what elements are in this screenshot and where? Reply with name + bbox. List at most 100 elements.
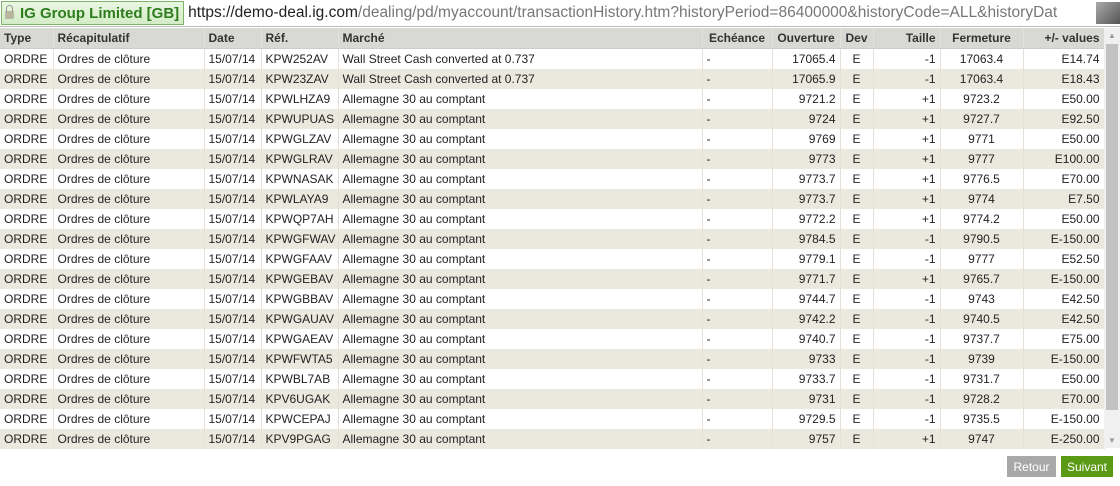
cell-size: +1 [873, 209, 941, 229]
cell-market: Allemagne 30 au comptant [338, 89, 703, 109]
table-row[interactable]: ORDRE Ordres de clôture 15/07/14 KPWUPUAS Al… [0, 109, 1105, 129]
back-button[interactable]: Retour [1007, 456, 1056, 477]
scrollbar[interactable]: ▲ ▼ [1104, 28, 1120, 448]
table-row[interactable]: ORDRE Ordres de clôture 15/07/14 KPWBL7AB Al… [0, 369, 1105, 389]
table-row[interactable]: ORDRE Ordres de clôture 15/07/14 KPV6UGAK Al… [0, 389, 1105, 409]
cell-type: ORDRE [0, 329, 54, 349]
cell-recap: Ordres de clôture [53, 309, 205, 329]
cell-market: Allemagne 30 au comptant [338, 269, 703, 289]
cell-type: ORDRE [0, 409, 54, 429]
cell-size: +1 [873, 189, 941, 209]
table-row[interactable]: ORDRE Ordres de clôture 15/07/14 KPWGFAAV Al… [0, 249, 1105, 269]
transaction-table: Type Récapitulatif Date Réf. Marché Echéance O… [0, 28, 1105, 449]
url-text[interactable]: https://demo-deal.ig.com/dealing/pd/myac… [188, 4, 1057, 22]
scroll-up-icon[interactable]: ▲ [1108, 31, 1116, 40]
table-row[interactable]: ORDRE Ordres de clôture 15/07/14 KPWGFWAV Al… [0, 229, 1105, 249]
table-row[interactable]: ORDRE Ordres de clôture 15/07/14 KPV9PGAG Al… [0, 429, 1105, 449]
cell-currency: E [840, 329, 874, 349]
cell-size: -1 [873, 48, 941, 69]
cell-ref: KPWGAEAV [261, 329, 339, 349]
table-row[interactable]: ORDRE Ordres de clôture 15/07/14 KPWGEBAV Al… [0, 269, 1105, 289]
cell-market: Allemagne 30 au comptant [338, 169, 703, 189]
cell-date: 15/07/14 [204, 369, 262, 389]
cell-open: 9733 [772, 349, 841, 369]
cell-open: 9771.7 [772, 269, 841, 289]
cell-pnl: E70.00 [1023, 389, 1105, 409]
cell-open: 9729.5 [772, 409, 841, 429]
column-header-close[interactable]: Fermeture [940, 28, 1024, 49]
column-header-open[interactable]: Ouverture [772, 28, 841, 49]
cell-date: 15/07/14 [204, 229, 262, 249]
cell-currency: E [840, 209, 874, 229]
cell-expiry: - [702, 429, 773, 449]
cell-recap: Ordres de clôture [53, 429, 205, 449]
cell-close: 9771 [940, 129, 1024, 149]
cell-ref: KPWGFWAV [261, 229, 339, 249]
cell-recap: Ordres de clôture [53, 189, 205, 209]
table-row[interactable]: ORDRE Ordres de clôture 15/07/14 KPWFWTA5 Al… [0, 349, 1105, 369]
cell-currency: E [840, 129, 874, 149]
column-header-size[interactable]: Taille [873, 28, 941, 49]
table-row[interactable]: ORDRE Ordres de clôture 15/07/14 KPWCEPAJ Al… [0, 409, 1105, 429]
cell-pnl: E14.74 [1023, 48, 1105, 69]
table-row[interactable]: ORDRE Ordres de clôture 15/07/14 KPW23ZAV Wa… [0, 69, 1105, 89]
address-bar[interactable]: IG Group Limited [GB] https://demo-deal.… [0, 0, 1120, 27]
cell-ref: KPWGLRAV [261, 149, 339, 169]
cell-close: 9765.7 [940, 269, 1024, 289]
site-identity: IG Group Limited [GB] [20, 4, 180, 22]
cell-open: 9779.1 [772, 249, 841, 269]
cell-ref: KPWFWTA5 [261, 349, 339, 369]
cell-close: 9728.2 [940, 389, 1024, 409]
cell-pnl: E50.00 [1023, 89, 1105, 109]
cell-currency: E [840, 289, 874, 309]
cell-ref: KPWQP7AH [261, 209, 339, 229]
cell-ref: KPWGLZAV [261, 129, 339, 149]
column-header-expiry[interactable]: Echéance [702, 28, 773, 49]
cell-type: ORDRE [0, 149, 54, 169]
table-row[interactable]: ORDRE Ordres de clôture 15/07/14 KPWLAYA9 Al… [0, 189, 1105, 209]
column-header-currency[interactable]: Dev [840, 28, 874, 49]
table-row[interactable]: ORDRE Ordres de clôture 15/07/14 KPWQP7AH Al… [0, 209, 1105, 229]
cell-type: ORDRE [0, 89, 54, 109]
cell-open: 9731 [772, 389, 841, 409]
cell-expiry: - [702, 69, 773, 89]
cell-type: ORDRE [0, 349, 54, 369]
cell-open: 9740.7 [772, 329, 841, 349]
cell-type: ORDRE [0, 389, 54, 409]
cell-expiry: - [702, 149, 773, 169]
column-header-pnl[interactable]: +/- values [1023, 28, 1105, 49]
table-row[interactable]: ORDRE Ordres de clôture 15/07/14 KPWGAUAV Al… [0, 309, 1105, 329]
go-arrow-icon[interactable] [1096, 2, 1120, 24]
table-row[interactable]: ORDRE Ordres de clôture 15/07/14 KPWGAEAV Al… [0, 329, 1105, 349]
column-header-ref[interactable]: Réf. [261, 28, 339, 49]
table-row[interactable]: ORDRE Ordres de clôture 15/07/14 KPWLHZA9 Al… [0, 89, 1105, 109]
table-row[interactable]: ORDRE Ordres de clôture 15/07/14 KPWGBBAV Al… [0, 289, 1105, 309]
table-row[interactable]: ORDRE Ordres de clôture 15/07/14 KPWGLZAV Al… [0, 129, 1105, 149]
table-row[interactable]: ORDRE Ordres de clôture 15/07/14 KPWGLRAV Al… [0, 149, 1105, 169]
cell-recap: Ordres de clôture [53, 249, 205, 269]
cell-open: 9773.7 [772, 169, 841, 189]
cell-expiry: - [702, 369, 773, 389]
next-button[interactable]: Suivant [1061, 456, 1113, 477]
column-header-recap[interactable]: Récapitulatif [53, 28, 205, 49]
cell-open: 9773.7 [772, 189, 841, 209]
site-identity-badge[interactable]: IG Group Limited [GB] [1, 1, 185, 25]
cell-type: ORDRE [0, 169, 54, 189]
cell-currency: E [840, 269, 874, 289]
cell-recap: Ordres de clôture [53, 329, 205, 349]
column-header-date[interactable]: Date [204, 28, 262, 49]
column-header-type[interactable]: Type [0, 28, 54, 49]
table-row[interactable]: ORDRE Ordres de clôture 15/07/14 KPW252AV Wa… [0, 48, 1105, 69]
cell-currency: E [840, 409, 874, 429]
table-row[interactable]: ORDRE Ordres de clôture 15/07/14 KPWNASAK Al… [0, 169, 1105, 189]
column-header-market[interactable]: Marché [338, 28, 703, 49]
scrollbar-thumb[interactable] [1106, 44, 1118, 410]
cell-date: 15/07/14 [204, 149, 262, 169]
cell-recap: Ordres de clôture [53, 269, 205, 289]
cell-expiry: - [702, 329, 773, 349]
scroll-down-icon[interactable]: ▼ [1108, 436, 1116, 445]
cell-date: 15/07/14 [204, 69, 262, 89]
cell-pnl: E75.00 [1023, 329, 1105, 349]
cell-recap: Ordres de clôture [53, 409, 205, 429]
cell-ref: KPWGFAAV [261, 249, 339, 269]
